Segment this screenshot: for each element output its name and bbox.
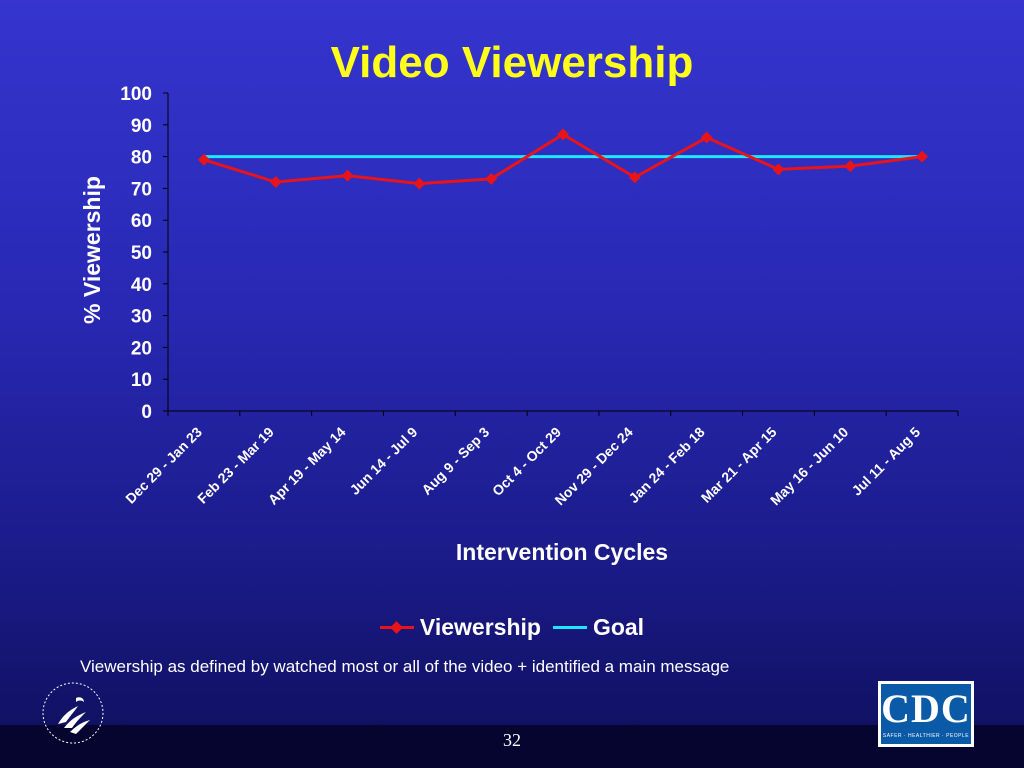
y-tick-label: 70: [131, 179, 152, 200]
line-chart: 0 10 20 30 40 50 60 70 80 90 100 Dec 29 - Jan 23Fe…: [79, 84, 959, 565]
data-point-viewership: [772, 163, 785, 176]
data-point-viewership: [413, 177, 426, 190]
legend-swatch-viewership: [379, 621, 414, 635]
data-point-viewership: [916, 150, 929, 163]
y-tick-label: 30: [131, 307, 152, 328]
y-tick-label: 10: [131, 370, 152, 391]
chart-legend: Viewership Goal: [0, 614, 1024, 641]
y-tick-label: 20: [131, 338, 152, 359]
data-point-viewership: [485, 172, 498, 185]
page-number: 32: [503, 730, 521, 750]
legend-item-viewership: Viewership: [379, 614, 541, 641]
x-tick-label: Mar 21 - Apr 15: [698, 424, 780, 506]
data-point-viewership: [197, 153, 210, 166]
x-axis-label: Intervention Cycles: [456, 539, 668, 565]
hhs-seal-logo: [42, 682, 104, 744]
y-tick-label: 100: [120, 84, 152, 105]
data-point-viewership: [844, 160, 857, 173]
x-tick-label: Jun 14 - Jul 9: [346, 424, 420, 498]
x-tick-label: Dec 29 - Jan 23: [122, 424, 205, 507]
cdc-logo: CDC SAFER · HEALTHIER · PEOPLE: [878, 681, 974, 747]
x-tick-label: Jul 11 - Aug 5: [848, 424, 923, 499]
cdc-logo-text: CDC: [881, 686, 971, 731]
data-point-viewership: [341, 169, 354, 182]
y-axis: 0 10 20 30 40 50 60 70 80 90 100: [120, 84, 169, 423]
data-point-viewership: [700, 131, 713, 144]
x-tick-label: Apr 19 - May 14: [265, 424, 349, 508]
y-tick-label: 60: [131, 211, 152, 232]
y-tick-label: 0: [141, 402, 152, 423]
x-tick-label: Jan 24 - Feb 18: [625, 424, 707, 506]
x-tick-label: Aug 9 - Sep 3: [418, 424, 492, 498]
y-tick-label: 80: [131, 148, 152, 169]
y-tick-label: 40: [131, 275, 152, 296]
legend-item-goal: Goal: [552, 614, 645, 641]
series-layer: [197, 128, 929, 190]
data-point-viewership: [557, 128, 569, 141]
y-axis-label: % Viewership: [79, 176, 105, 324]
footer-bar: [0, 725, 1024, 768]
x-tick-label: Nov 29 - Dec 24: [551, 424, 636, 509]
data-point-viewership: [269, 176, 282, 189]
y-tick-label: 90: [131, 116, 152, 137]
x-tick-label: Feb 23 - Mar 19: [194, 424, 277, 507]
legend-label-viewership: Viewership: [419, 614, 541, 640]
series-line-viewership: [203, 132, 923, 186]
y-tick-label: 50: [131, 243, 152, 264]
x-tick-label: May 16 - Jun 10: [767, 424, 852, 509]
footnote: Viewership as defined by watched most or…: [80, 657, 730, 676]
cdc-logo-tagline: SAFER · HEALTHIER · PEOPLE: [882, 733, 970, 739]
data-point-viewership: [628, 171, 641, 184]
legend-swatch-goal: [552, 621, 587, 635]
legend-label-goal: Goal: [592, 614, 645, 640]
slide-title: Video Viewership: [330, 38, 694, 87]
x-tick-label: Oct 4 - Oct 29: [489, 424, 564, 499]
